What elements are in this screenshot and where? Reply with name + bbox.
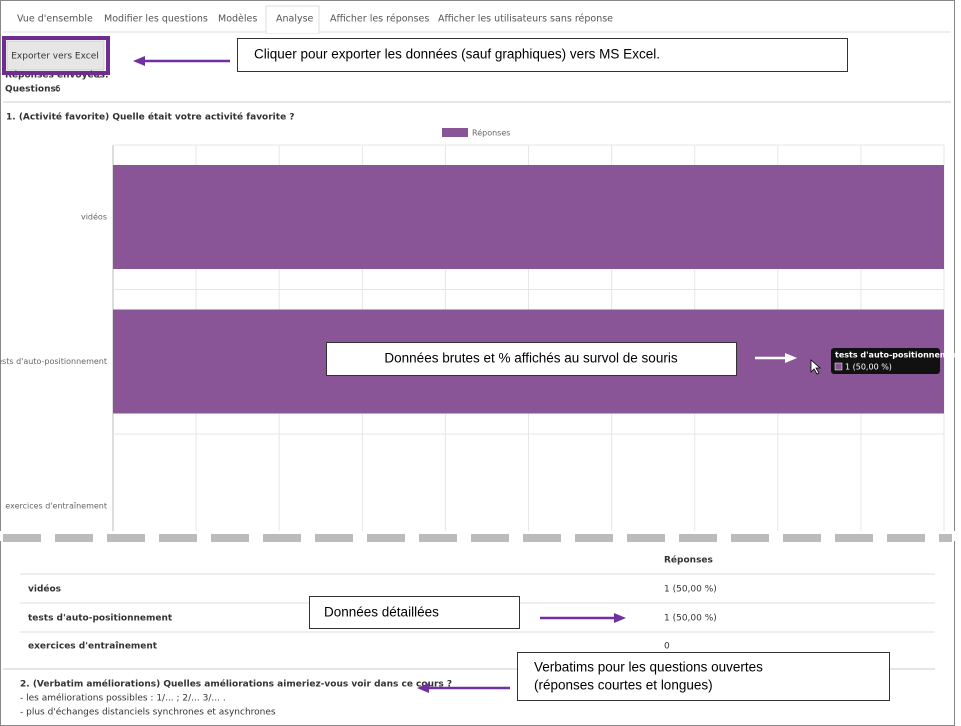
arrow-head bbox=[785, 353, 797, 363]
y-tick-label: tests d'auto-positionnement bbox=[0, 357, 107, 366]
highlight-frame bbox=[2, 36, 110, 75]
y-tick-label: vidéos bbox=[81, 212, 107, 222]
tab[interactable]: Afficher les réponses bbox=[330, 14, 429, 25]
tooltip-title: tests d'auto-positionnement bbox=[835, 351, 961, 360]
callout bbox=[326, 342, 737, 376]
callout bbox=[309, 596, 520, 629]
arrow-head bbox=[417, 683, 429, 693]
table-cell: vidéos bbox=[28, 584, 61, 595]
tooltip-swatch bbox=[834, 362, 843, 371]
arrow-head bbox=[133, 56, 145, 66]
answer: - les améliorations possibles : 1/... ; … bbox=[20, 693, 226, 704]
summary-value: 2 bbox=[96, 71, 102, 81]
table-cell: tests d'auto-positionnement bbox=[28, 614, 173, 624]
tooltip bbox=[831, 348, 940, 374]
callout bbox=[517, 652, 890, 701]
callout-text: Verbatims pour les questions ouvertes bbox=[534, 660, 763, 675]
export-button[interactable] bbox=[6, 40, 105, 71]
callout-text: Données détaillées bbox=[324, 605, 439, 620]
callout bbox=[237, 38, 848, 72]
y-tick-label: exercices d'entraînement bbox=[5, 502, 107, 511]
callout-text: (réponses courtes et longues) bbox=[534, 678, 713, 693]
callout-text: Données brutes et % affichés au survol d… bbox=[384, 351, 677, 366]
chart: Réponses vidéos tests d'auto-positionnemen… bbox=[0, 128, 945, 531]
table-cell: 1 (50,00 %) bbox=[664, 614, 717, 624]
tooltip-text: 1 (50,00 %) bbox=[845, 363, 892, 372]
legend-swatch bbox=[442, 128, 468, 137]
callout-text: Cliquer pour exporter les données (sauf … bbox=[254, 47, 660, 62]
arrow-head bbox=[614, 613, 626, 623]
answer: - plus d'échanges distanciels synchrones… bbox=[20, 707, 276, 718]
tab[interactable]: Afficher les utilisateurs sans réponse bbox=[438, 14, 613, 25]
tab[interactable]: Modifier les questions bbox=[104, 14, 208, 25]
table-cell: 0 bbox=[664, 642, 670, 652]
tab[interactable]: Vue d'ensemble bbox=[17, 14, 93, 25]
cursor bbox=[810, 359, 822, 375]
question-title: 1. (Activité favorite) Quelle était votr… bbox=[6, 112, 295, 123]
export-button-label[interactable]: Exporter vers Excel bbox=[11, 52, 99, 62]
tab[interactable]: Modèles bbox=[218, 14, 257, 25]
question-title: 2. (Verbatim améliorations) Quelles amél… bbox=[20, 679, 452, 690]
active-tab-box bbox=[265, 5, 320, 34]
table-header: Réponses bbox=[664, 555, 713, 566]
table-cell: 1 (50,00 %) bbox=[664, 585, 717, 595]
bar bbox=[113, 165, 944, 269]
tab[interactable]: Analyse bbox=[276, 14, 314, 25]
table-cell: exercices d'entraînement bbox=[28, 642, 158, 652]
summary-label: Questions: bbox=[5, 85, 59, 95]
summary-value: 6 bbox=[55, 85, 61, 95]
legend-label: Réponses bbox=[472, 128, 510, 138]
